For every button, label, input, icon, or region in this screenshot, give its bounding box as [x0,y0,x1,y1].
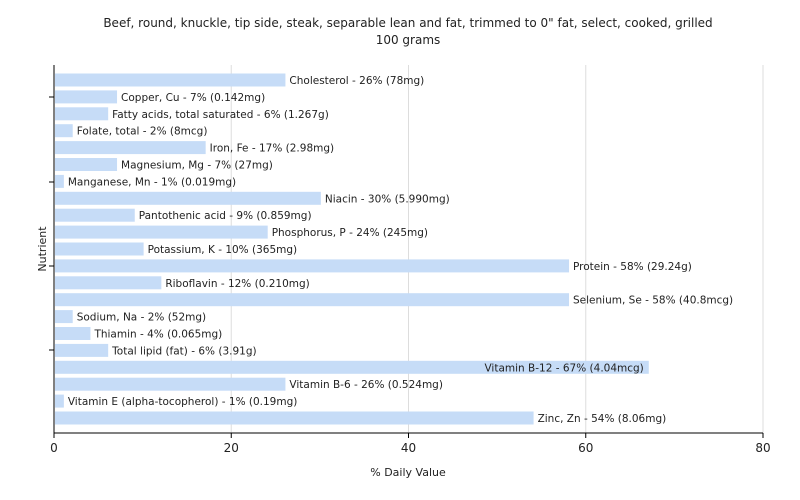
bar [55,73,286,87]
bar-labels: Cholesterol - 26% (78mg) Copper, Cu - 7% … [68,75,733,425]
x-tick-label: 40 [401,441,416,455]
bar [55,208,135,222]
x-axis-title: % Daily Value [370,466,446,479]
bar [55,276,162,290]
bar [55,377,286,391]
bar [55,158,118,171]
bar-data-label: Phosphorus, P - 24% (245mg) [272,227,428,239]
x-tick-labels: 0 20 40 60 80 [50,433,771,455]
bar [55,394,64,408]
bar-data-label: Copper, Cu - 7% (0.142mg) [121,92,265,104]
chart-title: Beef, round, knuckle, tip side, steak, s… [103,16,712,30]
bar-data-label: Magnesium, Mg - 7% (27mg) [121,160,273,172]
bar-data-label: Cholesterol - 26% (78mg) [289,75,424,87]
bar [55,124,73,138]
x-tick-label: 80 [755,441,770,455]
x-tick-label: 0 [50,441,58,455]
bar [55,310,73,324]
bar [55,259,570,273]
x-tick-label: 60 [578,441,593,455]
bars [55,73,649,425]
bar [55,225,268,239]
bar [55,343,109,357]
bar [55,411,534,425]
bar-data-label: Selenium, Se - 58% (40.8mcg) [573,295,733,307]
bar-data-label: Vitamin B-12 - 67% (4.04mcg) [484,362,643,374]
bar-data-label: Vitamin B-6 - 26% (0.524mg) [289,379,443,391]
bar-data-label: Protein - 58% (29.24g) [573,261,692,273]
bar-data-label: Niacin - 30% (5.990mg) [325,193,450,205]
bar [55,174,64,188]
bar [55,327,91,340]
bar [55,107,109,121]
bar [55,242,144,256]
chart-subtitle: 100 grams [376,33,441,47]
bar-data-label: Folate, total - 2% (8mcg) [77,126,208,138]
bar-data-label: Pantothenic acid - 9% (0.859mg) [139,210,312,222]
x-tick-label: 20 [224,441,239,455]
bar-data-label: Zinc, Zn - 54% (8.06mg) [538,413,667,425]
bar-data-label: Thiamin - 4% (0.065mg) [93,329,222,341]
bar-data-label: Manganese, Mn - 1% (0.019mg) [68,176,236,188]
bar-data-label: Iron, Fe - 17% (2.98mg) [210,143,334,155]
bar [55,141,206,155]
bar-data-label: Total lipid (fat) - 6% (3.91g) [111,345,256,357]
bar [55,90,118,104]
bar [55,191,321,205]
bar-data-label: Potassium, K - 10% (365mg) [148,244,298,256]
bar-data-label: Vitamin E (alpha-tocopherol) - 1% (0.19m… [68,396,297,408]
bar [55,293,570,307]
bar [55,360,649,374]
bar-data-label: Riboflavin - 12% (0.210mg) [165,278,309,290]
bar-data-label: Sodium, Na - 2% (52mg) [77,312,206,324]
y-axis-title: Nutrient [36,226,49,272]
bar-data-label: Fatty acids, total saturated - 6% (1.267… [112,109,329,121]
